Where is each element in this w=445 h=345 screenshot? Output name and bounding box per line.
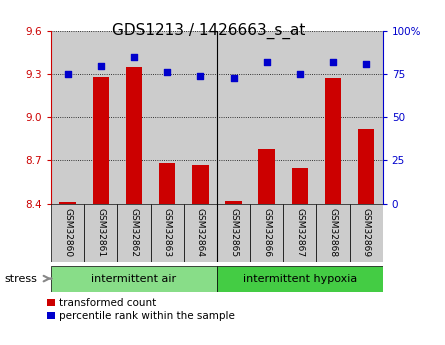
Point bbox=[164, 70, 171, 75]
Bar bbox=[350, 204, 383, 262]
Point bbox=[296, 71, 303, 77]
Bar bbox=[358, 129, 374, 204]
Bar bbox=[316, 204, 350, 262]
Legend: transformed count, percentile rank within the sample: transformed count, percentile rank withi… bbox=[48, 298, 235, 321]
Point bbox=[263, 59, 270, 65]
Bar bbox=[51, 31, 85, 204]
Text: GSM32866: GSM32866 bbox=[262, 208, 271, 257]
Bar bbox=[250, 204, 283, 262]
Text: GSM32863: GSM32863 bbox=[163, 208, 172, 257]
Bar bbox=[117, 31, 150, 204]
Bar bbox=[316, 31, 350, 204]
Point bbox=[130, 54, 138, 60]
Bar bbox=[217, 204, 250, 262]
Text: GSM32869: GSM32869 bbox=[362, 208, 371, 257]
Text: intermittent air: intermittent air bbox=[92, 274, 177, 284]
Bar bbox=[217, 31, 250, 204]
Text: GSM32861: GSM32861 bbox=[97, 208, 105, 257]
Text: stress: stress bbox=[4, 274, 37, 284]
Bar bbox=[291, 168, 308, 204]
Text: GSM32864: GSM32864 bbox=[196, 208, 205, 257]
Point bbox=[230, 75, 237, 80]
Text: intermittent hypoxia: intermittent hypoxia bbox=[243, 274, 357, 284]
Text: GSM32860: GSM32860 bbox=[63, 208, 72, 257]
Bar bbox=[283, 31, 316, 204]
Bar bbox=[85, 31, 117, 204]
Bar bbox=[184, 204, 217, 262]
Text: GSM32868: GSM32868 bbox=[328, 208, 337, 257]
Bar bbox=[60, 202, 76, 204]
Point bbox=[64, 71, 71, 77]
Bar bbox=[283, 204, 316, 262]
Point bbox=[97, 63, 105, 68]
Bar bbox=[225, 201, 242, 204]
Bar bbox=[126, 67, 142, 204]
Text: GSM32867: GSM32867 bbox=[295, 208, 304, 257]
Bar bbox=[325, 79, 341, 204]
Point bbox=[363, 61, 370, 67]
Bar bbox=[250, 31, 283, 204]
Point bbox=[329, 59, 336, 65]
Bar bbox=[117, 204, 150, 262]
Bar bbox=[150, 31, 184, 204]
Point bbox=[197, 73, 204, 79]
Bar bbox=[51, 266, 217, 292]
Bar bbox=[259, 149, 275, 204]
Bar bbox=[150, 204, 184, 262]
Bar bbox=[184, 31, 217, 204]
Bar bbox=[350, 31, 383, 204]
Bar bbox=[93, 77, 109, 204]
Bar bbox=[85, 204, 117, 262]
Text: GSM32862: GSM32862 bbox=[129, 208, 138, 257]
Bar bbox=[192, 165, 209, 204]
Text: GSM32865: GSM32865 bbox=[229, 208, 238, 257]
Text: GDS1213 / 1426663_s_at: GDS1213 / 1426663_s_at bbox=[113, 22, 306, 39]
Bar bbox=[51, 204, 84, 262]
Bar bbox=[159, 163, 175, 204]
Bar bbox=[217, 266, 383, 292]
